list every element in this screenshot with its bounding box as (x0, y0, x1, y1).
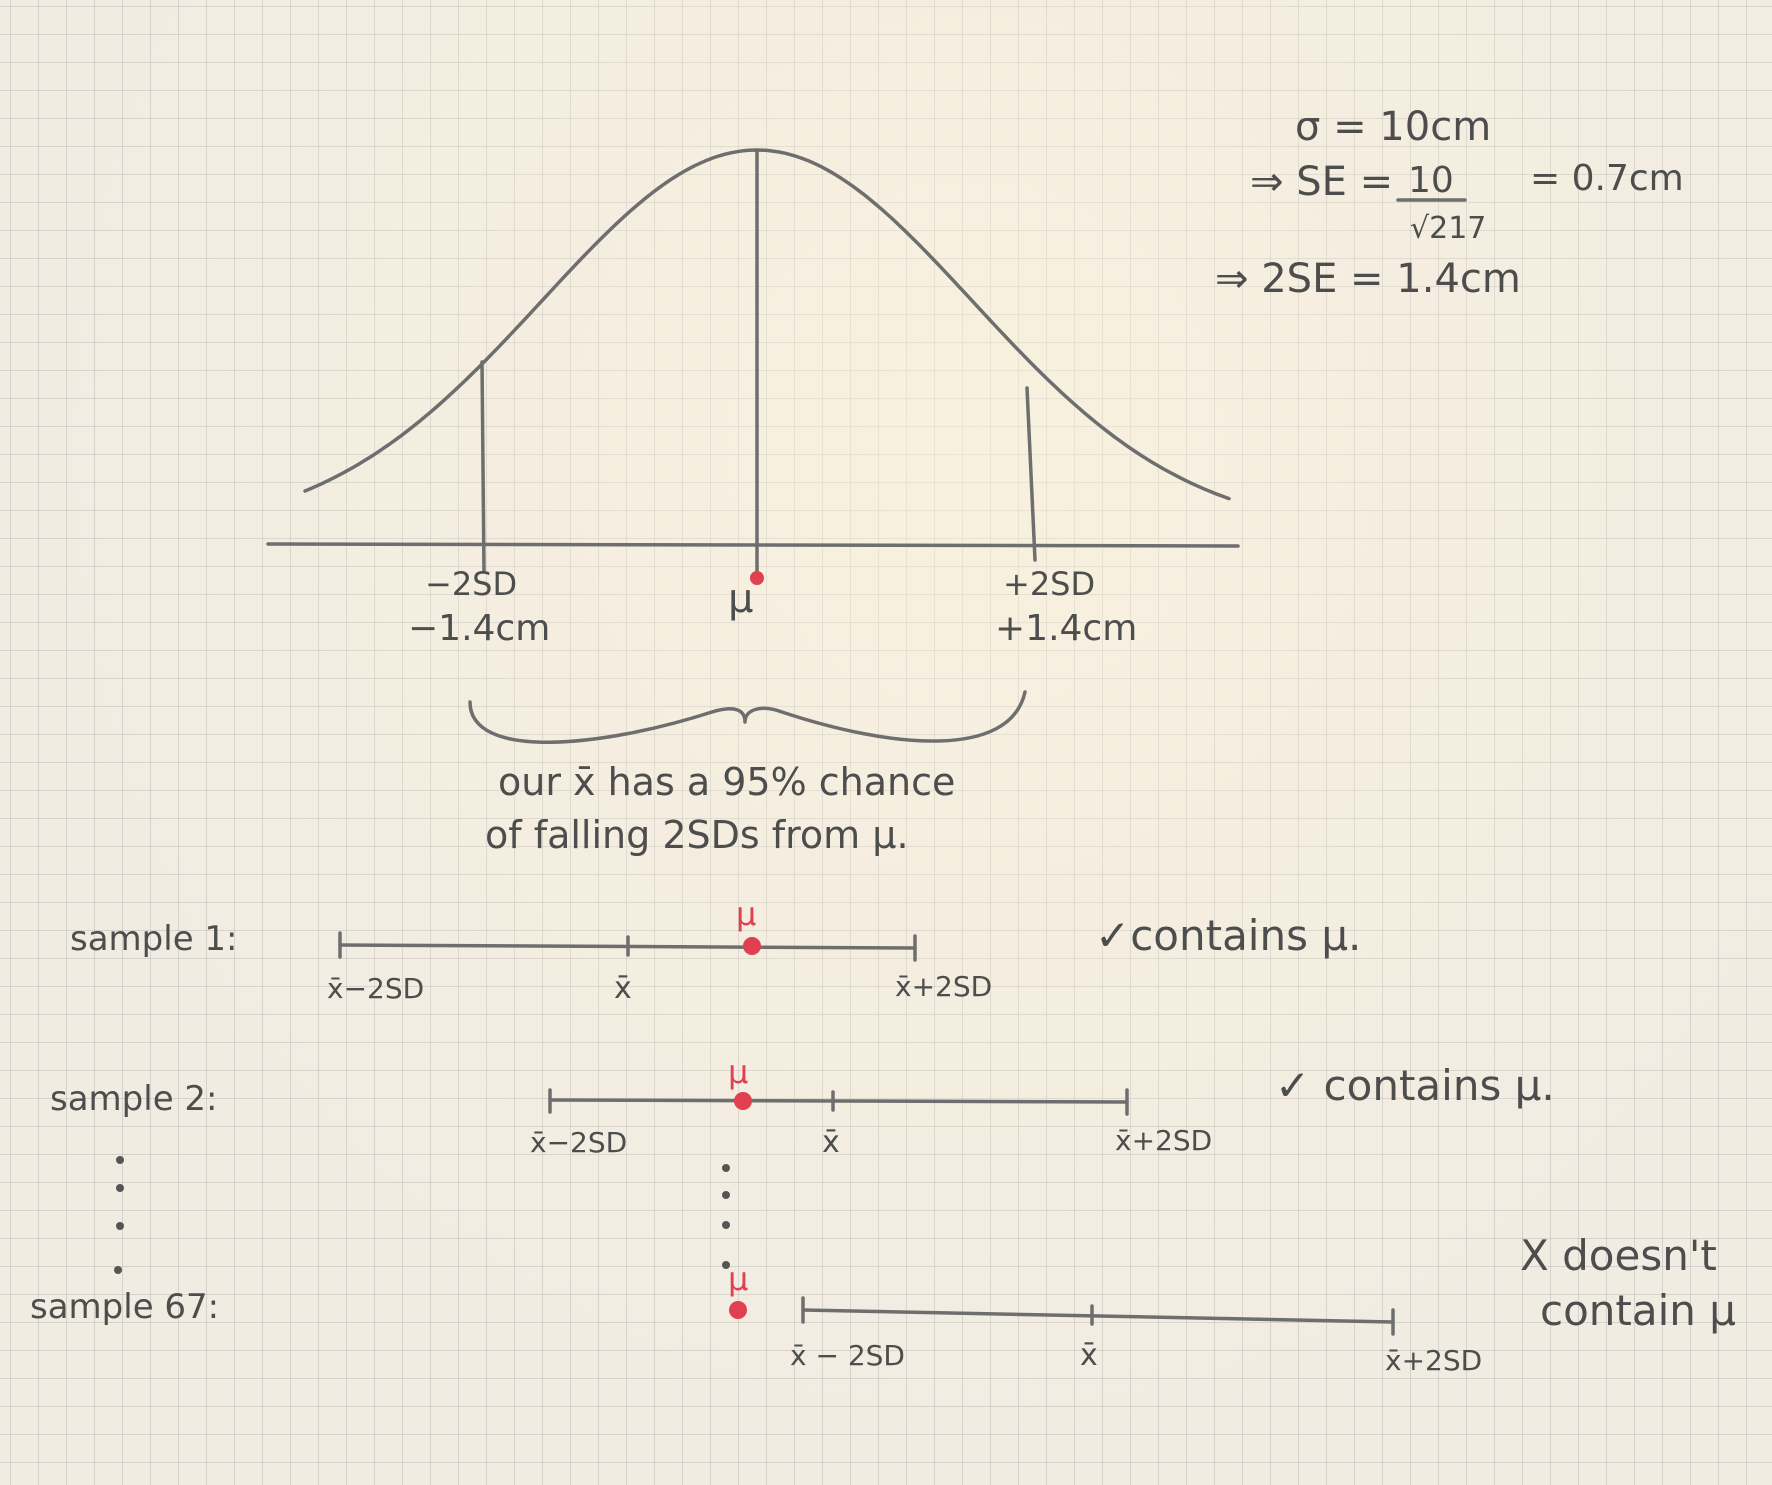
sample-label: sample 2: (50, 1079, 218, 1119)
verdict-label: ✓ contains μ. (1275, 1061, 1555, 1110)
right-endpoint-label: x̄+2SD (1115, 1124, 1212, 1157)
sigma-formula: σ = 10cm (1295, 104, 1491, 150)
curly-brace (468, 690, 1027, 744)
se-numerator: 10 (1408, 160, 1454, 201)
note-line-2: of falling 2SDs from μ. (485, 813, 909, 857)
interval-line (801, 1308, 1395, 1324)
plus-2sd-label: +2SD (1003, 565, 1095, 603)
brace-annotation: our x̄ has a 95% chance of falling 2SDs … (468, 690, 1027, 857)
verdict-line-2: contain μ (1540, 1286, 1736, 1335)
two-se-formula: ⇒ 2SE = 1.4cm (1215, 256, 1521, 302)
dot (722, 1261, 730, 1269)
dot (722, 1191, 730, 1199)
plus-2sd-line (1025, 386, 1037, 562)
dot (722, 1164, 730, 1172)
se-prefix: ⇒ SE = (1250, 159, 1393, 205)
note-line-1: our x̄ has a 95% chance (498, 760, 955, 804)
mu-dot (734, 1092, 752, 1110)
minus-2sd-label: −2SD (425, 565, 517, 603)
left-endpoint-label: x̄ − 2SD (790, 1339, 905, 1372)
center-label: x̄ (1080, 1338, 1098, 1373)
left-endpoint-label: x̄−2SD (327, 972, 424, 1005)
mu-label: μ (728, 1260, 748, 1298)
verdict-line-1: X doesn't (1520, 1231, 1717, 1280)
se-denominator: √217 (1410, 211, 1486, 246)
formula-block: σ = 10cm ⇒ SE = 10 √217 = 0.7cm ⇒ 2SE = … (1215, 104, 1684, 302)
minus-value-label: −1.4cm (408, 608, 550, 649)
minus-2sd-line (480, 360, 486, 574)
verdict-label: ✓contains μ. (1095, 911, 1361, 960)
sample-label: sample 1: (70, 919, 238, 959)
dot (722, 1221, 730, 1229)
se-result: = 0.7cm (1530, 158, 1684, 199)
right-endpoint-label: x̄+2SD (1385, 1344, 1482, 1377)
sample-1-interval: sample 1: μ x̄−2SD x̄ x̄+2SD ✓contains μ… (70, 895, 1361, 1006)
dot (116, 1184, 124, 1192)
mu-label: μ (736, 895, 756, 933)
center-label: x̄ (614, 971, 632, 1006)
dot (116, 1156, 124, 1164)
sample-67-interval: sample 67: μ x̄ − 2SD x̄ x̄+2SD X doesn'… (30, 1231, 1736, 1377)
sample-label: sample 67: (30, 1287, 219, 1327)
mu-dot (729, 1301, 747, 1319)
normal-distribution-plot: −2SD −1.4cm μ +2SD +1.4cm (266, 148, 1240, 649)
dot (114, 1266, 122, 1274)
x-axis-line (266, 542, 1240, 548)
sample-2-interval: sample 2: μ x̄−2SD x̄ x̄+2SD ✓ contains … (50, 1053, 1555, 1160)
interval-line (548, 1098, 1129, 1104)
left-endpoint-label: x̄−2SD (530, 1126, 627, 1159)
bell-curve (303, 148, 1231, 501)
mu-marker-dot (750, 571, 764, 585)
plus-value-label: +1.4cm (995, 608, 1137, 649)
dot (116, 1222, 124, 1230)
ellipsis-dots (114, 1156, 730, 1274)
mu-dot (743, 937, 761, 955)
mu-label: μ (728, 1053, 748, 1091)
mu-axis-label: μ (728, 576, 753, 622)
right-endpoint-label: x̄+2SD (895, 970, 992, 1003)
center-label: x̄ (822, 1125, 840, 1160)
